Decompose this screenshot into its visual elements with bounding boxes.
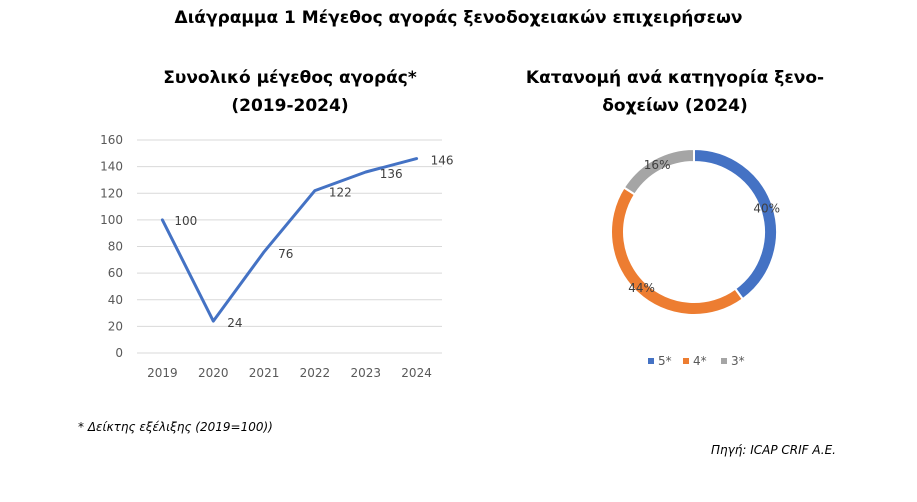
x-tick-label: 2023 [350,366,381,380]
legend-swatch [721,358,727,364]
y-tick-label: 40 [108,293,123,307]
line-chart: 0 20 40 60 80 100 120 140 160 2019 2020 2021 2022 202… [100,133,453,380]
slice-label: 40% [753,201,780,215]
x-tick-label: 2021 [249,366,280,380]
series-line [160,157,419,323]
legend-label: 5* [658,354,672,368]
data-label: 100 [174,214,197,228]
donut-slice [693,147,778,301]
y-tick-label: 80 [108,240,123,254]
y-tick-label: 20 [108,319,123,333]
data-label: 76 [278,247,293,261]
footnote: * Δείκτης εξέλιξης (2019=100)) [78,420,273,434]
x-tick-label: 2019 [147,366,178,380]
donut-slice [610,186,745,316]
x-tick-label: 2020 [198,366,229,380]
donut-chart-title-line-1: Κατανομή ανά κατηγορία ξενο- [525,68,825,88]
y-tick-label: 160 [100,133,123,147]
y-tick-label: 100 [100,213,123,227]
data-label: 136 [380,167,403,181]
slice-label: 44% [628,281,655,295]
y-tick-label: 0 [115,346,123,360]
y-tick-label: 60 [108,266,123,280]
line-chart-title-line-1: Συνολικό μέγεθος αγοράς* [163,68,417,88]
data-label: 122 [329,186,352,200]
main-title: Διάγραμμα 1 Μέγεθος αγοράς ξενοδοχειακών… [174,8,743,28]
legend-label: 4* [693,354,707,368]
line-chart-title: Συνολικό μέγεθος αγοράς* (2019-2024) [95,64,485,120]
data-label: 146 [431,154,454,168]
slice-label: 16% [644,158,671,172]
source-note: Πηγή: ICAP CRIF A.E. [711,443,836,457]
donut-slice [622,147,695,196]
legend-swatch [648,358,654,364]
legend-swatch [683,358,689,364]
donut-chart-title-line-2: δοχείων (2024) [602,96,748,116]
y-tick-label: 140 [100,160,123,174]
donut-chart: 40% 44% 16% 5* 4* 3* [610,147,780,368]
data-label: 24 [227,316,242,330]
donut-chart-title: Κατανομή ανά κατηγορία ξενο- δοχείων (20… [505,64,845,120]
line-chart-title-line-2: (2019-2024) [231,96,349,116]
x-tick-label: 2022 [300,366,331,380]
x-tick-label: 2024 [401,366,432,380]
legend-label: 3* [731,354,745,368]
y-tick-label: 120 [100,186,123,200]
